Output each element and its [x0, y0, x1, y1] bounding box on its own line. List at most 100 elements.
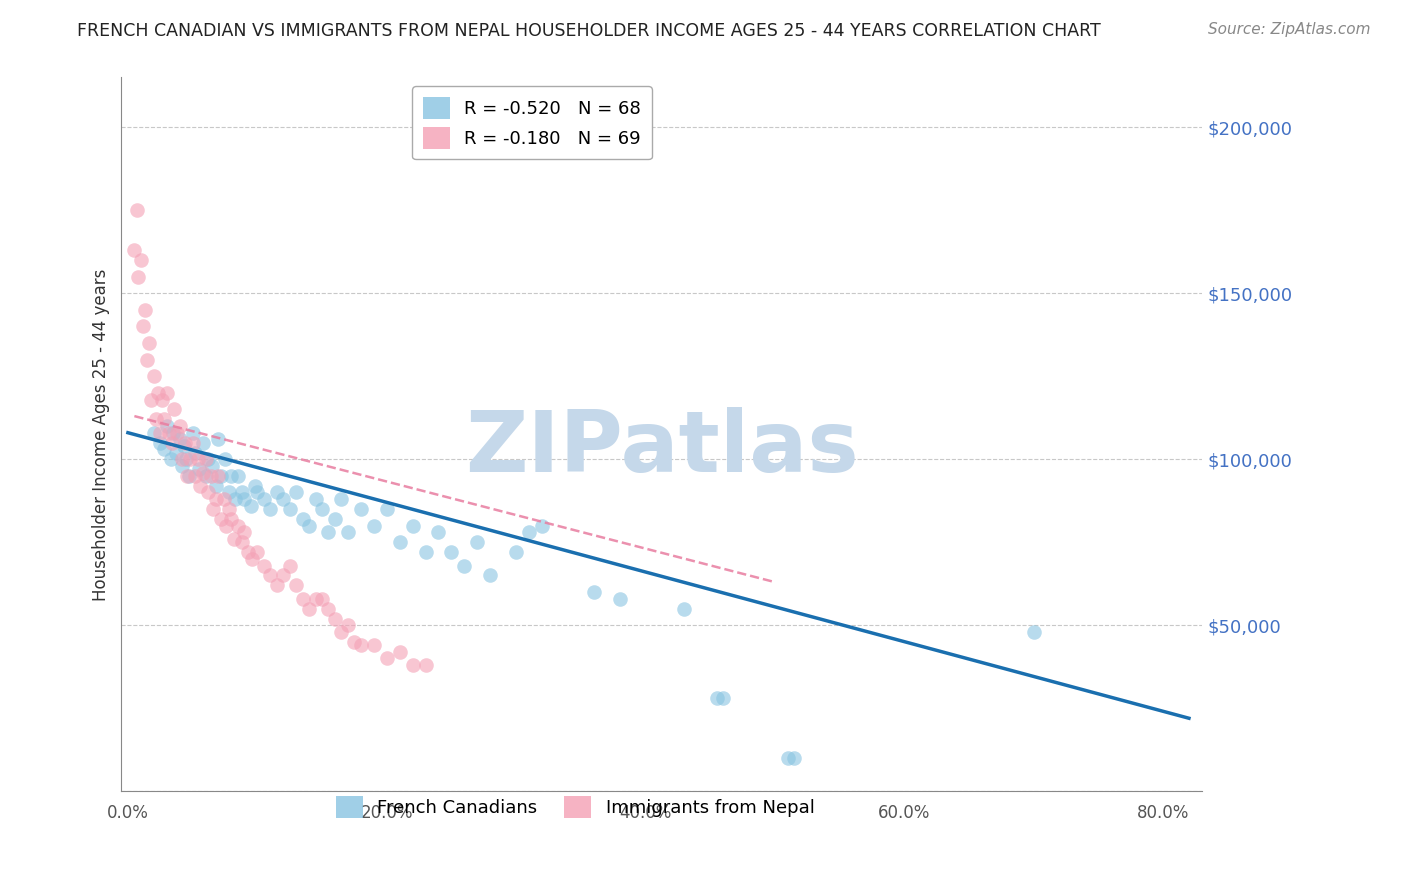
Point	[330, 624, 353, 639]
Point	[134, 302, 156, 317]
Point	[233, 525, 256, 540]
Point	[401, 658, 423, 673]
Point	[157, 425, 180, 440]
Point	[142, 425, 165, 440]
Point	[149, 425, 172, 440]
Point	[673, 601, 696, 615]
Point	[149, 435, 172, 450]
Point	[350, 638, 373, 652]
Point	[246, 485, 269, 500]
Point	[202, 502, 225, 516]
Point	[188, 462, 211, 476]
Point	[184, 445, 207, 459]
Point	[465, 535, 488, 549]
Point	[163, 402, 186, 417]
Point	[146, 385, 169, 400]
Point	[266, 485, 288, 500]
Point	[221, 512, 243, 526]
Point	[363, 638, 385, 652]
Point	[191, 435, 214, 450]
Point	[194, 452, 217, 467]
Point	[453, 558, 475, 573]
Point	[239, 499, 262, 513]
Point	[191, 466, 214, 480]
Point	[1022, 624, 1045, 639]
Point	[343, 635, 366, 649]
Point	[401, 518, 423, 533]
Point	[323, 612, 346, 626]
Point	[336, 525, 359, 540]
Point	[609, 591, 631, 606]
Point	[127, 269, 149, 284]
Point	[291, 591, 314, 606]
Point	[259, 568, 281, 582]
Point	[259, 502, 281, 516]
Point	[184, 468, 207, 483]
Point	[440, 545, 463, 559]
Point	[222, 532, 245, 546]
Point	[238, 545, 260, 559]
Point	[169, 419, 191, 434]
Point	[205, 479, 228, 493]
Point	[517, 525, 540, 540]
Point	[253, 492, 276, 507]
Point	[271, 492, 294, 507]
Point	[231, 485, 253, 500]
Point	[187, 452, 209, 467]
Point	[375, 651, 398, 665]
Point	[505, 545, 527, 559]
Point	[194, 468, 217, 483]
Point	[298, 518, 321, 533]
Point	[197, 452, 219, 467]
Point	[350, 502, 373, 516]
Point	[530, 518, 553, 533]
Point	[298, 601, 321, 615]
Point	[125, 203, 148, 218]
Point	[479, 568, 502, 582]
Text: Source: ZipAtlas.com: Source: ZipAtlas.com	[1208, 22, 1371, 37]
Point	[153, 412, 176, 426]
Text: ZIPatlas: ZIPatlas	[465, 407, 859, 490]
Point	[266, 578, 288, 592]
Point	[318, 525, 340, 540]
Point	[181, 425, 204, 440]
Point	[240, 552, 263, 566]
Point	[291, 512, 314, 526]
Point	[207, 433, 229, 447]
Point	[209, 468, 232, 483]
Point	[226, 518, 249, 533]
Point	[221, 468, 243, 483]
Point	[177, 468, 200, 483]
Point	[212, 492, 235, 507]
Point	[415, 658, 437, 673]
Point	[415, 545, 437, 559]
Point	[246, 545, 269, 559]
Point	[226, 468, 249, 483]
Point	[209, 512, 232, 526]
Point	[363, 518, 385, 533]
Point	[173, 439, 195, 453]
Point	[197, 485, 219, 500]
Point	[224, 492, 246, 507]
Point	[253, 558, 276, 573]
Point	[166, 425, 188, 440]
Point	[776, 751, 799, 765]
Point	[278, 502, 301, 516]
Point	[172, 452, 194, 467]
Point	[200, 468, 222, 483]
Point	[150, 392, 173, 407]
Point	[132, 319, 155, 334]
Point	[427, 525, 450, 540]
Point	[285, 578, 308, 592]
Point	[174, 452, 197, 467]
Point	[311, 591, 333, 606]
Point	[205, 492, 228, 507]
Point	[706, 691, 728, 706]
Point	[323, 512, 346, 526]
Point	[153, 442, 176, 457]
Point	[141, 392, 163, 407]
Point	[375, 502, 398, 516]
Text: FRENCH CANADIAN VS IMMIGRANTS FROM NEPAL HOUSEHOLDER INCOME AGES 25 - 44 YEARS C: FRENCH CANADIAN VS IMMIGRANTS FROM NEPAL…	[77, 22, 1101, 40]
Point	[285, 485, 308, 500]
Point	[711, 691, 734, 706]
